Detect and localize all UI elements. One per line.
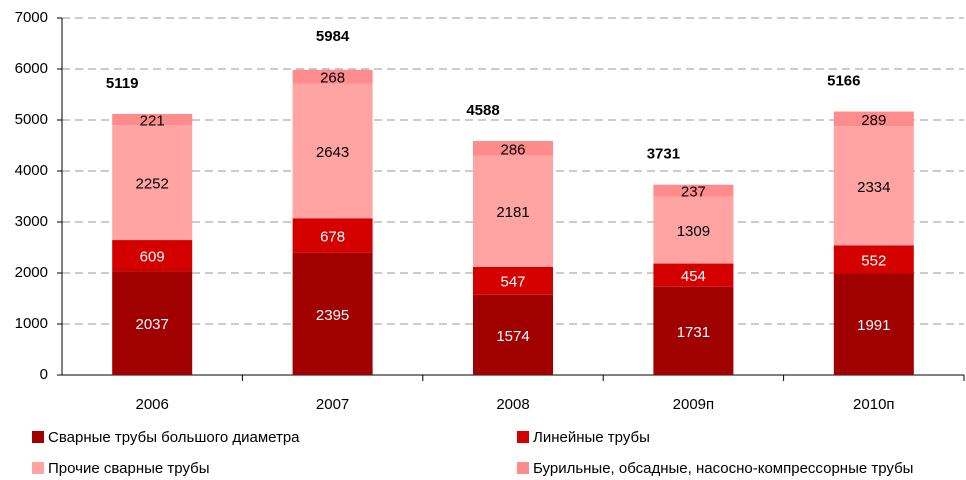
bar-segment — [473, 266, 553, 295]
x-tick-label: 2009п — [673, 396, 715, 413]
bar-segment — [112, 240, 193, 272]
value-label: 1731 — [677, 324, 710, 341]
bar-segment — [833, 273, 914, 375]
total-label: 4588 — [466, 102, 499, 119]
y-tick-label: 6000 — [15, 60, 48, 77]
bar-segment — [112, 271, 193, 375]
y-tick-label: 2000 — [15, 264, 48, 281]
y-tick-label: 3000 — [15, 213, 48, 230]
total-label: 5984 — [316, 28, 350, 45]
bar-segment — [473, 294, 553, 375]
value-label: 237 — [681, 184, 706, 201]
bar-segment — [112, 113, 193, 126]
bar-segment — [292, 83, 373, 219]
bar-segment — [653, 286, 734, 375]
legend-label: Бурильные, обсадные, насосно-компрессорн… — [533, 460, 913, 477]
bar-segment — [292, 252, 373, 375]
legend-swatch — [32, 431, 44, 443]
x-tick-label: 2007 — [316, 396, 349, 413]
value-label: 2181 — [496, 204, 529, 221]
y-tick-label: 0 — [40, 366, 48, 383]
y-tick-label: 1000 — [15, 315, 48, 332]
value-label: 289 — [861, 112, 886, 129]
value-label: 552 — [861, 252, 886, 269]
value-label: 2252 — [136, 176, 169, 193]
legend-label: Линейные трубы — [533, 429, 650, 446]
bar-segment — [112, 125, 193, 241]
bar-segment — [653, 263, 734, 287]
value-label: 221 — [140, 113, 165, 130]
bar-segment — [653, 196, 734, 264]
legend-swatch — [517, 462, 529, 474]
total-label: 5119 — [106, 75, 139, 92]
value-label: 1991 — [857, 317, 890, 334]
legend-swatch — [32, 462, 44, 474]
value-label: 609 — [140, 249, 165, 266]
value-label: 2334 — [857, 179, 890, 196]
bar-segment — [833, 111, 914, 127]
bar-segment — [833, 245, 914, 274]
x-tick-label: 2008 — [496, 396, 529, 413]
y-tick-label: 7000 — [15, 9, 48, 26]
bar-segment — [833, 126, 914, 246]
value-label: 286 — [500, 141, 525, 158]
value-label: 1574 — [496, 328, 529, 345]
value-label: 268 — [320, 70, 345, 87]
legend-label: Прочие сварные трубы — [48, 460, 209, 477]
value-label: 678 — [320, 229, 345, 246]
bar-segment — [473, 155, 553, 267]
total-label: 3731 — [647, 146, 680, 163]
legend-swatch — [517, 431, 529, 443]
bar-segment — [473, 141, 553, 156]
y-tick-label: 4000 — [15, 162, 48, 179]
value-label: 2037 — [136, 316, 169, 333]
value-label: 1309 — [677, 223, 710, 240]
value-label: 454 — [681, 268, 706, 285]
x-tick-label: 2006 — [136, 396, 169, 413]
value-label: 2395 — [316, 307, 349, 324]
value-label: 2643 — [316, 144, 349, 161]
total-label: 5166 — [827, 73, 860, 90]
legend-label: Сварные трубы большого диаметра — [48, 429, 300, 446]
bar-segment — [653, 184, 734, 197]
value-label: 547 — [500, 274, 525, 291]
bar-segment — [292, 69, 373, 84]
bar-segment — [292, 218, 373, 253]
y-tick-label: 5000 — [15, 111, 48, 128]
x-tick-label: 2010п — [853, 396, 895, 413]
